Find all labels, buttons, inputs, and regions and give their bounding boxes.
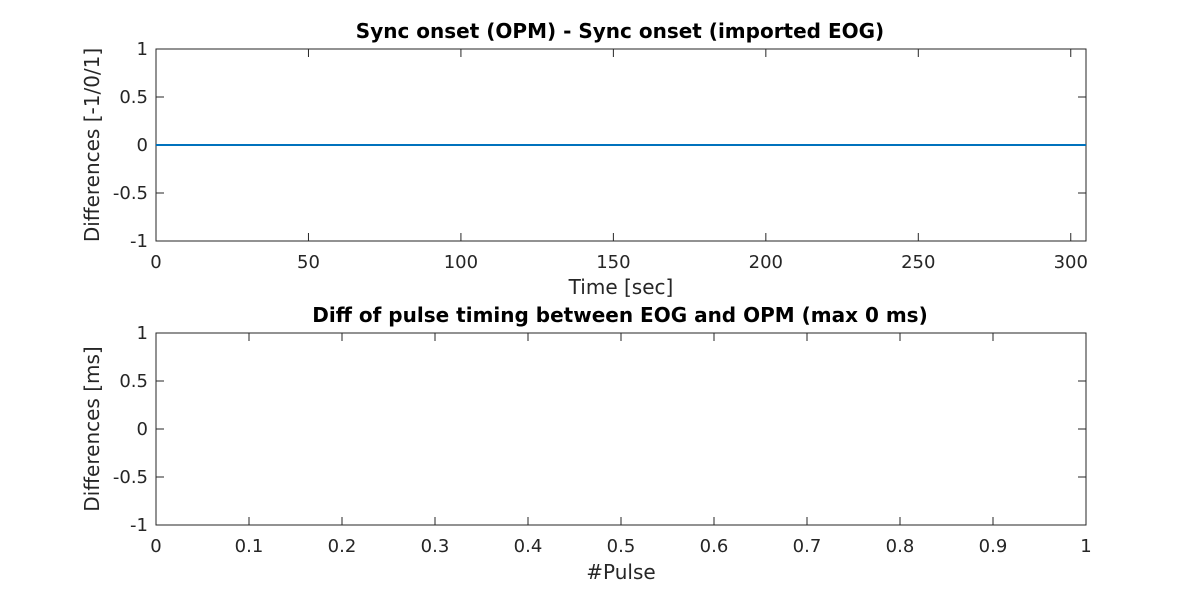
bottom-x-tick-label: 0.4 (514, 536, 543, 557)
top-x-tick-label: 200 (749, 252, 783, 273)
bottom-y-tick-label: -0.5 (113, 467, 148, 488)
top-y-tick-label: 0 (137, 135, 148, 156)
bottom-chart-title: Diff of pulse timing between EOG and OPM… (312, 303, 927, 327)
bottom-y-ticks: 1 0.5 0 -0.5 -1 (113, 323, 1086, 536)
top-chart-title: Sync onset (OPM) - Sync onset (imported … (356, 19, 884, 43)
bottom-x-tick-label: 0.8 (886, 536, 915, 557)
top-x-ticks: 0 50 100 150 200 250 300 (150, 49, 1088, 273)
bottom-x-tick-label: 0 (150, 536, 161, 557)
bottom-subplot: Diff of pulse timing between EOG and OPM… (80, 303, 1092, 584)
bottom-y-axis-label: Differences [ms] (80, 346, 104, 511)
top-x-axis-label: Time [sec] (568, 275, 674, 299)
top-x-tick-label: 300 (1054, 252, 1088, 273)
bottom-y-tick-label: -1 (130, 515, 148, 536)
bottom-x-tick-label: 0.6 (700, 536, 729, 557)
top-x-tick-label: 150 (596, 252, 630, 273)
bottom-x-tick-label: 0.1 (235, 536, 264, 557)
bottom-x-tick-label: 0.7 (793, 536, 822, 557)
bottom-y-tick-label: 0.5 (119, 371, 148, 392)
top-y-tick-label: -1 (130, 231, 148, 252)
bottom-x-ticks: 0 0.1 0.2 0.3 0.4 0.5 0.6 0.7 0.8 0.9 1 (150, 333, 1092, 557)
top-y-tick-label: 0.5 (119, 87, 148, 108)
top-x-tick-label: 0 (150, 252, 161, 273)
top-x-tick-label: 50 (297, 252, 320, 273)
bottom-x-tick-label: 1 (1080, 536, 1091, 557)
bottom-y-tick-label: 0 (137, 419, 148, 440)
bottom-x-axis-label: #Pulse (586, 560, 655, 584)
bottom-x-tick-label: 0.9 (979, 536, 1008, 557)
top-x-tick-label: 100 (444, 252, 478, 273)
bottom-y-tick-label: 1 (137, 323, 148, 344)
bottom-x-tick-label: 0.3 (421, 536, 450, 557)
bottom-plot-area (155, 332, 1087, 526)
top-y-tick-label: -0.5 (113, 183, 148, 204)
bottom-x-tick-label: 0.5 (607, 536, 636, 557)
bottom-x-tick-label: 0.2 (328, 536, 357, 557)
top-x-tick-label: 250 (901, 252, 935, 273)
top-y-axis-label: Differences [-1/0/1] (80, 48, 104, 242)
top-y-tick-label: 1 (137, 39, 148, 60)
top-subplot: Sync onset (OPM) - Sync onset (imported … (80, 19, 1088, 299)
